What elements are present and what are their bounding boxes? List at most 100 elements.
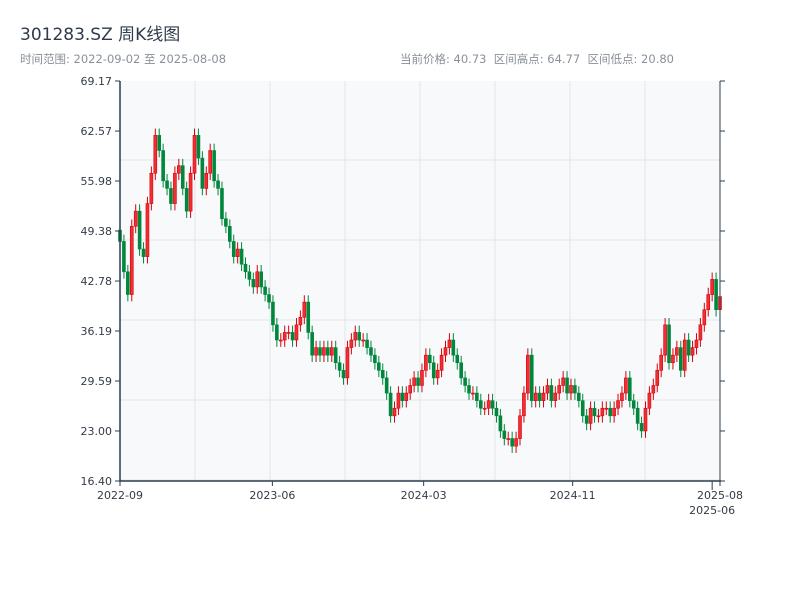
candle-body <box>329 347 334 356</box>
candle-body <box>545 385 550 394</box>
date-range-text: 时间范围: 2022-09-02 至 2025-08-08 <box>20 52 226 66</box>
candle-body <box>553 392 558 401</box>
candle-body <box>420 370 424 386</box>
candle-body <box>365 339 369 348</box>
candle-body <box>518 415 522 439</box>
candle-body <box>447 339 452 348</box>
candle-body <box>341 370 346 379</box>
candle-body <box>435 370 440 379</box>
candle-body <box>294 324 299 341</box>
candle-body <box>471 392 475 395</box>
candle-body <box>408 385 412 394</box>
candle-body <box>573 385 577 394</box>
candle-body <box>600 407 605 417</box>
candle-body <box>647 392 652 409</box>
candle-body <box>177 165 181 174</box>
candle-body <box>659 354 663 371</box>
candle-body <box>424 354 428 371</box>
candle-body <box>686 339 691 356</box>
candle-body <box>475 392 479 401</box>
candle-body <box>577 392 581 401</box>
candle-body <box>455 354 460 364</box>
candle-body <box>428 354 432 364</box>
candle-body <box>208 150 212 174</box>
candle-body <box>298 316 303 326</box>
candle-body <box>200 157 205 189</box>
candle-body <box>663 324 667 356</box>
candle-body <box>310 332 314 356</box>
candle-body <box>204 172 209 189</box>
candle-body <box>259 271 263 288</box>
candle-body <box>443 347 448 356</box>
candle-body <box>604 407 609 410</box>
candle-body <box>290 332 295 341</box>
chart-title: 301283.SZ 周K线图 <box>20 25 180 45</box>
price-stats-text: 当前价格: 40.73 区间高点: 64.77 区间低点: 20.80 <box>400 52 674 66</box>
candle-body <box>180 165 185 189</box>
candle-body <box>580 400 585 417</box>
candle-body <box>228 226 232 242</box>
candle-body <box>494 407 499 417</box>
candle-body <box>282 332 287 341</box>
candle-body <box>192 135 197 174</box>
candle-body <box>561 377 565 386</box>
candle-body <box>161 150 165 182</box>
candle-body <box>710 279 714 295</box>
candles <box>118 128 722 453</box>
candle-body <box>188 172 193 212</box>
candle-body <box>678 347 683 371</box>
candle-body <box>526 354 530 394</box>
candle-body <box>224 218 228 227</box>
candle-body <box>698 324 703 341</box>
candle-body <box>537 392 542 401</box>
candle-body <box>361 339 365 342</box>
candle-body <box>620 392 624 401</box>
candle-body <box>216 180 220 189</box>
candle-body <box>706 294 711 310</box>
candle-body <box>337 362 342 371</box>
candle-body <box>608 407 612 417</box>
candle-body <box>373 354 377 364</box>
candle-body <box>380 370 385 379</box>
y-tick-label: 49.38 <box>81 225 113 238</box>
candle-body <box>529 354 534 401</box>
candle-body <box>357 332 362 341</box>
candle-body <box>541 392 546 401</box>
candle-body <box>184 188 189 212</box>
candle-body <box>141 248 146 257</box>
candle-body <box>478 400 483 409</box>
candle-body <box>333 347 338 364</box>
candle-body <box>145 203 150 257</box>
candle-body <box>514 438 518 447</box>
candle-body <box>482 407 487 410</box>
candle-body <box>651 385 656 394</box>
candle-body <box>286 332 291 334</box>
candle-body <box>231 241 236 257</box>
candle-body <box>243 263 248 273</box>
x-tick-label: 2024-03 <box>401 489 447 502</box>
candle-body <box>349 339 354 348</box>
candle-body <box>153 135 158 174</box>
candle-body <box>137 210 142 250</box>
candle-body <box>702 309 707 326</box>
candle-body <box>549 385 554 401</box>
candle-body <box>196 135 201 159</box>
candle-body <box>463 377 467 386</box>
candle-body <box>616 400 620 409</box>
candle-body <box>384 377 389 394</box>
candle-body <box>169 188 173 204</box>
candle-body <box>592 407 597 417</box>
candle-body <box>400 392 405 401</box>
candle-body <box>412 377 416 386</box>
candle-body <box>522 392 526 417</box>
candle-body <box>569 385 573 394</box>
candle-body <box>129 226 134 295</box>
candle-body <box>377 362 381 371</box>
candle-body <box>533 392 538 401</box>
candle-body <box>392 407 397 417</box>
candle-body <box>588 407 593 424</box>
candle-body <box>267 294 271 303</box>
candle-body <box>122 241 126 273</box>
candle-body <box>596 415 601 418</box>
candle-body <box>467 385 471 394</box>
